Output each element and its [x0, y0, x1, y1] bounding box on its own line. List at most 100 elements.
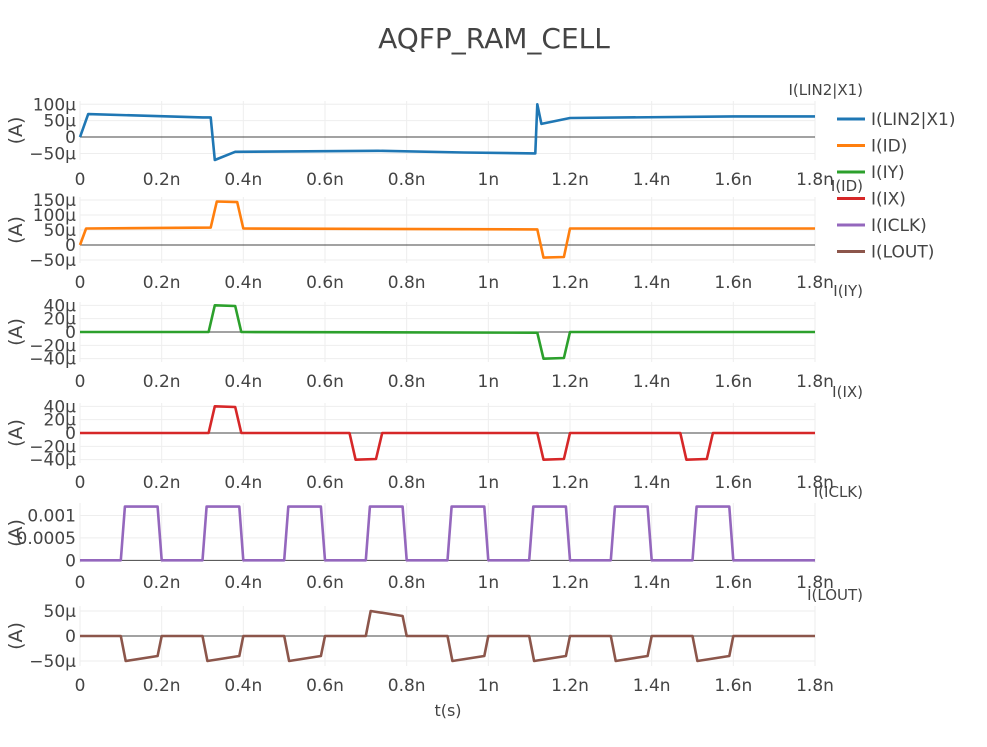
x-tick-label: 1.8n	[796, 676, 834, 696]
legend-item[interactable]: I(ID)	[837, 137, 907, 157]
x-tick-label: 1.6n	[714, 273, 752, 293]
x-tick-label: 1.2n	[551, 676, 589, 696]
y-tick-label: 0.0005	[17, 529, 76, 549]
y-tick-label: −40μ	[29, 350, 76, 370]
series-line	[80, 609, 815, 663]
y-tick-label: 0	[65, 424, 76, 444]
x-tick-label: 1.8n	[796, 573, 834, 593]
x-tick-label: 0.6n	[306, 473, 344, 493]
x-tick-label: 1.6n	[714, 473, 752, 493]
chart-title: AQFP_RAM_CELL	[378, 22, 610, 55]
y-tick-label: −20μ	[29, 336, 76, 356]
x-tick-label: 1n	[478, 573, 500, 593]
x-tick-label: 1.2n	[551, 473, 589, 493]
x-tick-label: 1.2n	[551, 170, 589, 190]
x-axis-label: t(s)	[434, 701, 461, 720]
x-tick-label: 0.2n	[143, 170, 181, 190]
x-tick-label: 0.4n	[224, 372, 262, 392]
x-tick-label: 0.4n	[224, 170, 262, 190]
series-line	[80, 405, 815, 461]
y-tick-label: 50μ	[44, 602, 77, 622]
x-tick-label: 1.4n	[633, 573, 671, 593]
y-tick-label: −50μ	[29, 144, 76, 164]
x-tick-label: 1.2n	[551, 573, 589, 593]
x-tick-label: 1.2n	[551, 273, 589, 293]
legend-item[interactable]: I(IX)	[837, 190, 906, 210]
subplots: 0 0.2n 0.4n 0.6n 0.8n 1n 1.2n 1.4n 1.6n 1.8n100μ5…	[5, 81, 863, 696]
subplot-2: 0 0.2n 0.4n 0.6n 0.8n 1n 1.2n 1.4n 1.6n 1.8n 150μ1…	[5, 177, 863, 293]
series-line	[78, 103, 815, 162]
x-tick-label: 1.8n	[796, 170, 834, 190]
x-tick-label: 0.6n	[306, 676, 344, 696]
x-tick-label: 0	[75, 273, 86, 293]
y-tick-label: −50μ	[29, 251, 76, 271]
x-tick-label: 1.2n	[551, 372, 589, 392]
x-tick-label: 1.8n	[796, 473, 834, 493]
x-tick-label: 1.4n	[633, 473, 671, 493]
x-tick-label: 1.6n	[714, 573, 752, 593]
x-tick-label: 1.4n	[633, 273, 671, 293]
x-tick-label: 0.8n	[388, 473, 426, 493]
x-tick-label: 0.2n	[143, 372, 181, 392]
x-tick-label: 0.4n	[224, 573, 262, 593]
y-axis-label: (A)	[5, 216, 27, 244]
x-tick-label: 0	[75, 676, 86, 696]
y-tick-label: 0	[65, 128, 76, 148]
x-tick-label: 1n	[478, 676, 500, 696]
y-tick-label: −50μ	[29, 652, 76, 672]
x-tick-label: 0.8n	[388, 372, 426, 392]
x-tick-label: 1.8n	[796, 372, 834, 392]
subplot-1: 0 0.2n 0.4n 0.6n 0.8n 1n 1.2n 1.4n 1.6n 1.8n 100μ5…	[5, 81, 863, 190]
y-tick-label: −40μ	[29, 451, 76, 471]
x-tick-label: 0.2n	[143, 676, 181, 696]
y-tick-label: 50μ	[44, 112, 77, 132]
legend-item[interactable]: I(LOUT)	[837, 243, 934, 263]
x-tick-label: 0.2n	[143, 273, 181, 293]
subplot-5: 0 0.2n 0.4n 0.6n 0.8n 1n 1.2n 1.4n 1.6n 1.8n 0.001…	[5, 483, 863, 593]
x-tick-label: 0	[75, 473, 86, 493]
series-line	[78, 200, 815, 259]
subplot-title: I(ID)	[831, 177, 863, 195]
y-tick-label: 50μ	[44, 221, 77, 241]
subplot-title: I(LIN2|X1)	[788, 81, 863, 99]
legend-item[interactable]: I(ICLK)	[837, 216, 927, 236]
y-axis-label: (A)	[5, 519, 27, 547]
subplot-title: I(ICLK)	[814, 483, 863, 501]
legend-item[interactable]: I(LIN2|X1)	[837, 110, 956, 130]
legend-label: I(IX)	[871, 190, 906, 210]
y-tick-label: 0	[65, 323, 76, 343]
subplot-4: 0 0.2n 0.4n 0.6n 0.8n 1n 1.2n 1.4n 1.6n 1.8n 40μ20…	[5, 383, 863, 493]
x-tick-label: 1.6n	[714, 170, 752, 190]
y-tick-label: 20μ	[44, 310, 77, 330]
x-tick-label: 0.8n	[388, 676, 426, 696]
y-tick-label: 150μ	[33, 191, 76, 211]
x-tick-label: 0.8n	[388, 573, 426, 593]
y-tick-label: 0	[65, 627, 76, 647]
x-tick-label: 1n	[478, 273, 500, 293]
subplot-title: I(IX)	[832, 383, 863, 401]
y-tick-label: 0	[65, 551, 76, 571]
y-axis-label: (A)	[5, 318, 27, 346]
legend-item[interactable]: I(IY)	[837, 163, 905, 183]
y-tick-label: 40μ	[44, 397, 77, 417]
x-tick-label: 1.4n	[633, 372, 671, 392]
y-tick-label: 40μ	[44, 296, 77, 316]
y-tick-label: 20μ	[44, 411, 77, 431]
subplot-3: 0 0.2n 0.4n 0.6n 0.8n 1n 1.2n 1.4n 1.6n 1.8n 40μ20…	[5, 282, 863, 392]
x-tick-label: 0.2n	[143, 573, 181, 593]
subplot-title: I(IY)	[833, 282, 863, 300]
x-tick-label: 0	[75, 170, 86, 190]
x-tick-label: 1.4n	[633, 170, 671, 190]
x-tick-label: 0	[75, 372, 86, 392]
x-tick-label: 1n	[478, 170, 500, 190]
x-tick-label: 0.8n	[388, 273, 426, 293]
y-tick-label: 0	[65, 236, 76, 256]
x-tick-label: 0.4n	[224, 273, 262, 293]
subplot-title: I(LOUT)	[807, 586, 863, 604]
x-tick-label: 1.6n	[714, 676, 752, 696]
y-tick-label: −20μ	[29, 437, 76, 457]
legend-label: I(ID)	[871, 137, 907, 157]
series-line	[80, 505, 815, 562]
y-axis-label: (A)	[5, 117, 27, 145]
